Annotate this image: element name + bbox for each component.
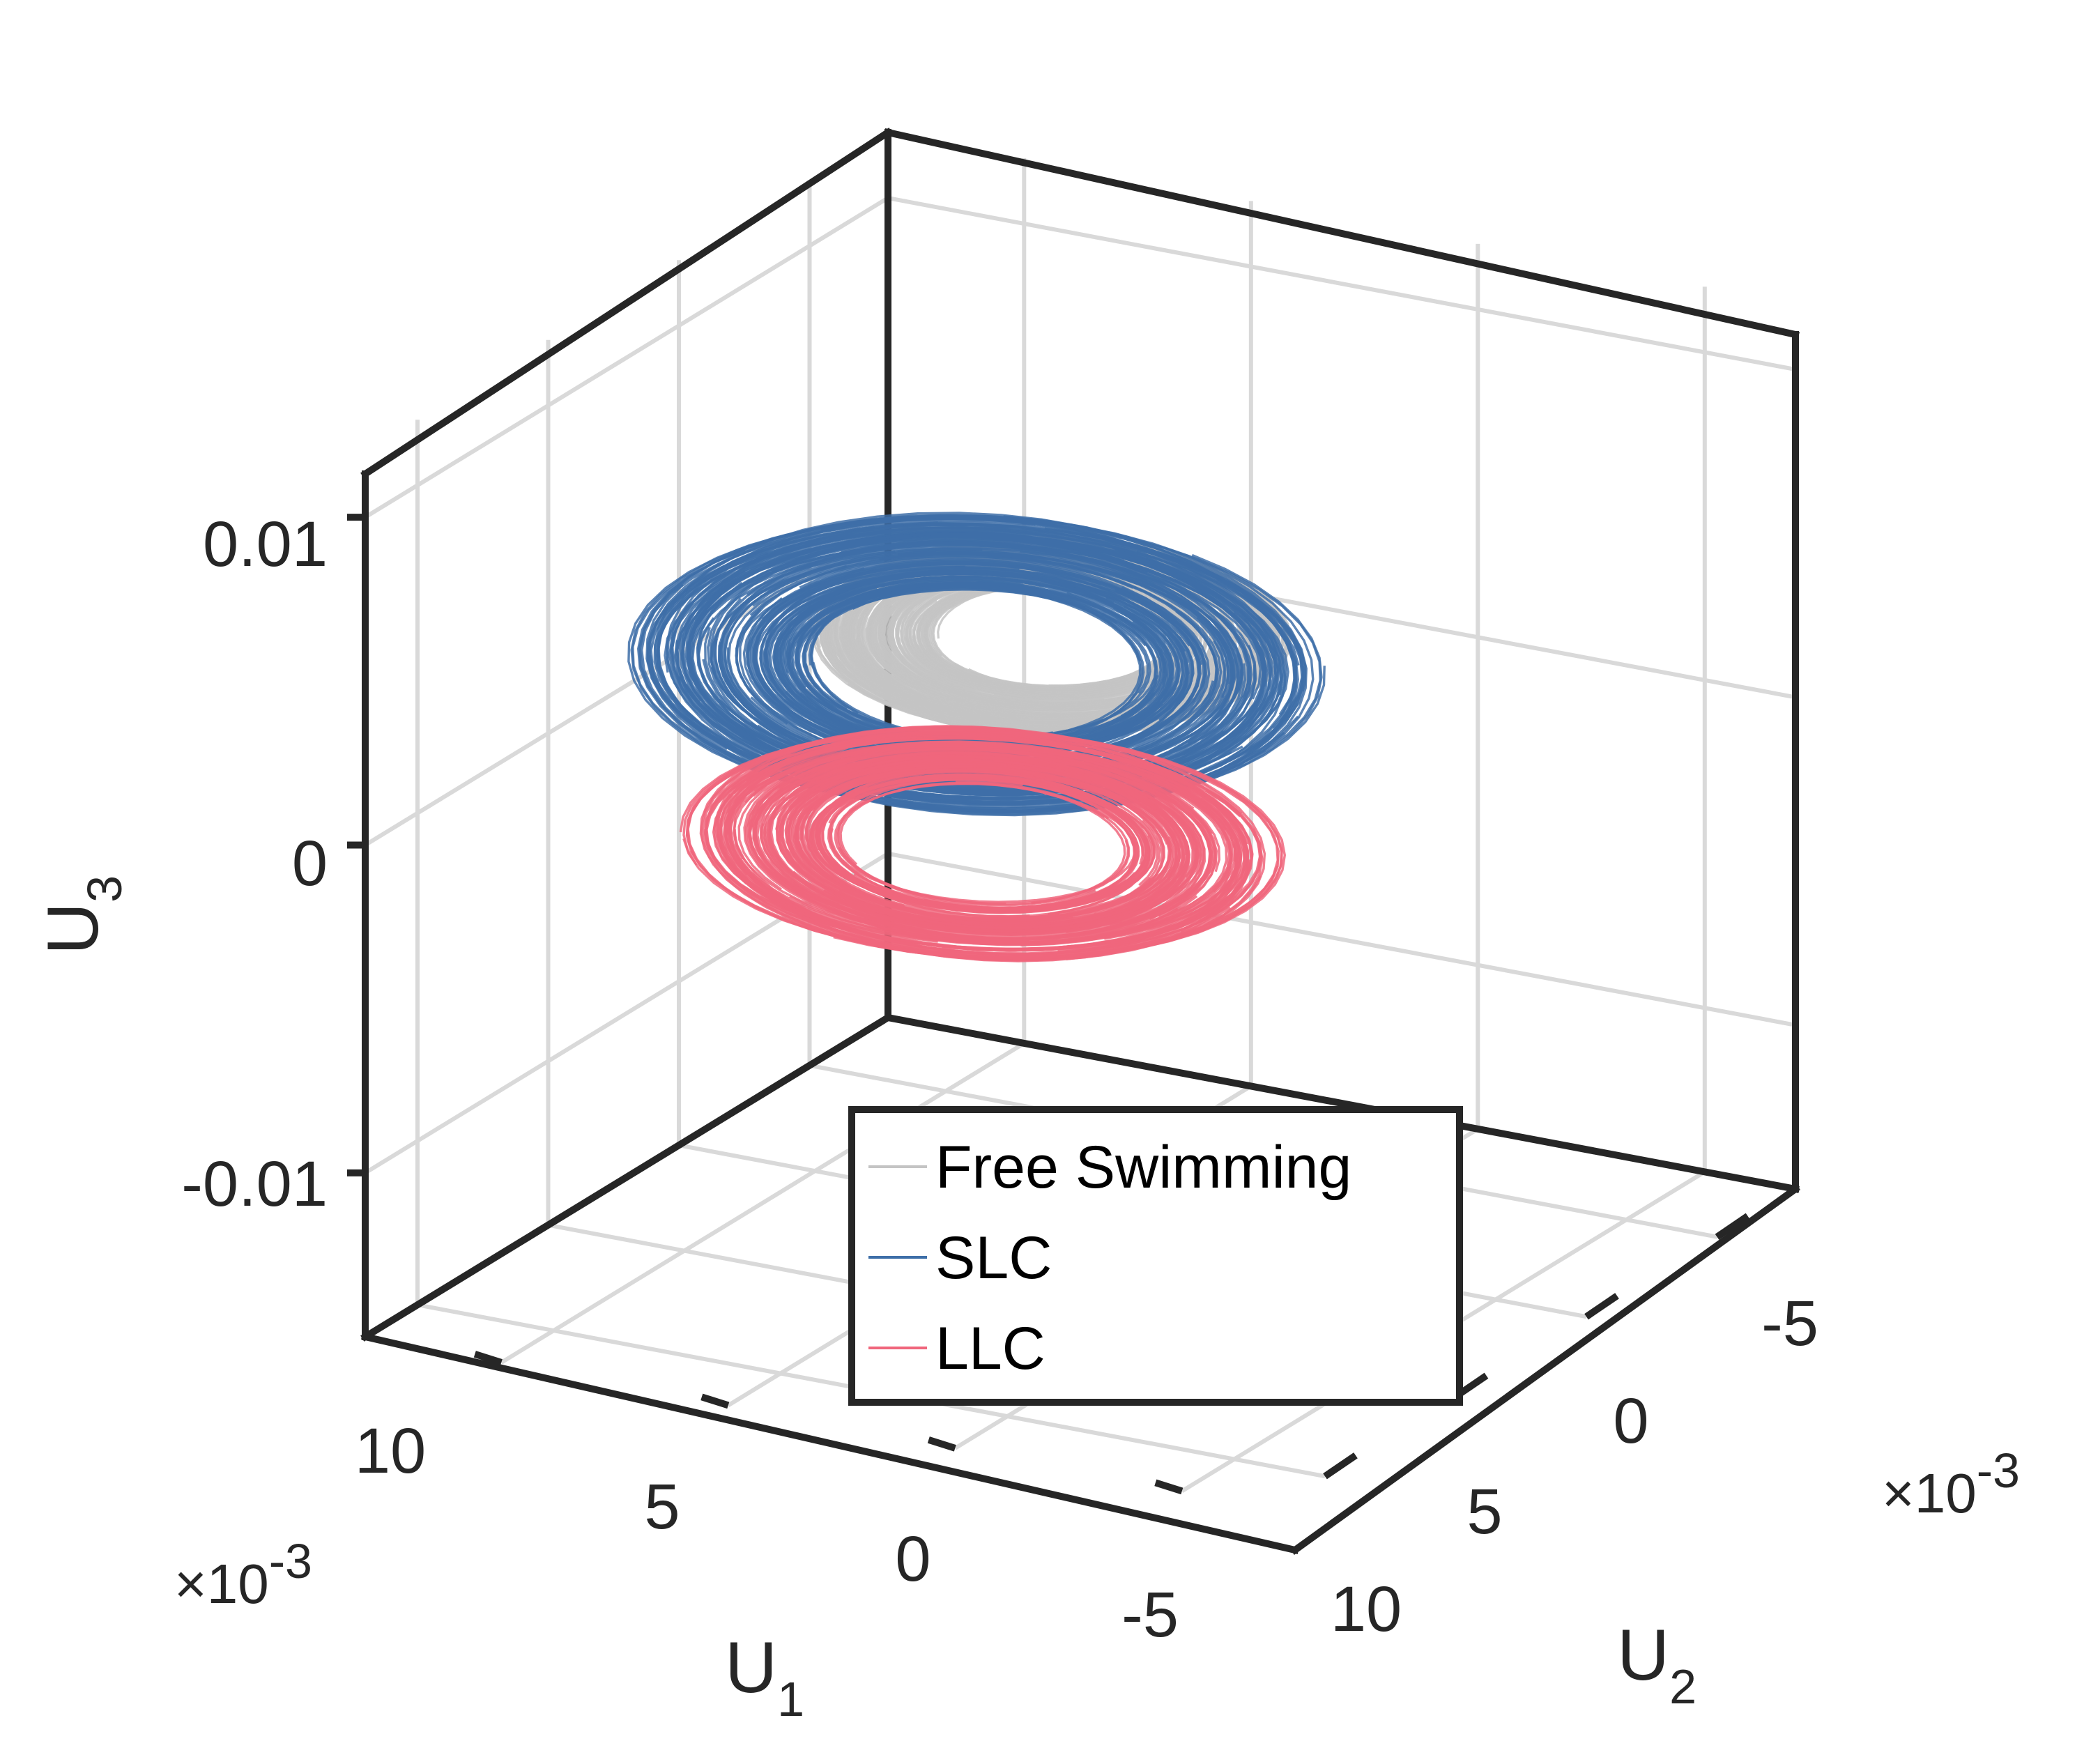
y-tick-label: -5 [1761,1288,1818,1359]
trajectory-line [726,740,1239,946]
trajectory-line [754,570,1190,748]
box-edge-floor-right [884,1013,1800,1193]
trajectory-line [719,740,1246,943]
legend-entry-llc: LLC [868,1315,1046,1382]
y-axis-label-text: U [1617,1615,1669,1696]
trajectory-line [792,765,1173,923]
x-axis-label-subscript: 1 [777,1672,804,1726]
trajectory-line [806,768,1158,919]
x-tick-label: 10 [355,1416,426,1487]
y-tick-label: 5 [1466,1476,1502,1547]
y-multiplier-base: ×10 [1882,1462,1977,1524]
svg-text:U1: U1 [725,1627,804,1726]
y-axis-tick [1154,1479,1184,1495]
svg-text:U3: U3 [33,875,132,955]
x-axis-tick [1715,1213,1750,1240]
axis-ticks [347,514,1750,1495]
grid-line-z [887,851,1796,1027]
grid-line-y [500,1041,1025,1365]
trajectory-line [788,582,1105,744]
x-axis-label-text: U [725,1627,777,1708]
svg-text:×10-3: ×10-3 [174,1534,312,1615]
legend-label-llc: LLC [935,1315,1046,1382]
y-multiplier-exponent: -3 [1977,1443,2020,1498]
trajectory-line [874,567,1229,709]
trajectory-line [714,725,1251,962]
trajectory-line [705,728,1231,960]
box-edge-floor-left [360,1013,893,1342]
trajectory-line [753,737,1253,950]
grid-line-z [364,196,889,519]
trajectory-line [901,582,1202,700]
trajectory-line [627,515,1326,813]
front-axes [361,1184,1800,1555]
trajectory-line [743,743,1195,944]
z-axis-label-subscript: 3 [77,875,132,903]
trajectory-line [785,758,1181,930]
trajectory-line [775,751,1190,936]
trajectory-line [809,776,1156,908]
legend-label-free-swimming: Free Swimming [935,1134,1351,1201]
x-axis-tick [1584,1293,1619,1320]
legend-label-slc: SLC [935,1225,1052,1291]
svg-text:U2: U2 [1617,1615,1696,1714]
trajectory-line [796,578,1157,728]
y-axis-line [1290,1184,1800,1555]
y-axis-tick [700,1393,730,1409]
trajectory-line [682,728,1283,959]
trajectory-line [779,761,1167,926]
y-tick-label: 0 [1613,1386,1648,1457]
y-axis-tick [473,1351,503,1366]
legend-entry-slc: SLC [868,1225,1052,1291]
legend: Free Swimming SLC LLC [848,1106,1463,1406]
z-axis-label: U3 [33,875,132,955]
trajectory-line [836,782,1130,905]
trajectory-line [718,552,1235,776]
x-tick-label: 0 [895,1524,930,1595]
grid-line-z [887,196,1796,372]
trajectory-line [727,779,1239,956]
z-tick-labels: 0.01 0 -0.01 [181,509,328,1220]
svg-text:×10-3: ×10-3 [1882,1443,2020,1524]
x-tick-label: 5 [644,1471,680,1542]
y-axis-tick [927,1436,956,1452]
y-axis-label: U2 [1617,1615,1696,1714]
trajectory-line [733,776,1232,942]
legend-entry-free-swimming: Free Swimming [868,1134,1351,1201]
x-tick-labels: 10 5 0 -5 [355,1416,1179,1650]
box-edge-top-right [884,128,1800,339]
x-multiplier: ×10-3 [174,1534,312,1615]
trajectory-line [681,532,1272,795]
trajectory-line [817,778,1147,910]
y-axis-label-subscript: 2 [1669,1659,1696,1714]
x-axis-label: U1 [725,1627,804,1726]
series-llc [679,725,1287,962]
trajectory-line [844,755,1189,933]
back-box-edges [360,128,1800,1342]
trajectories [627,512,1326,962]
x-multiplier-base: ×10 [174,1553,269,1615]
x-multiplier-exponent: -3 [269,1534,312,1588]
trajectory-line [815,770,1151,883]
z-tick-label: 0.01 [203,509,328,580]
y-tick-label: 10 [1331,1574,1402,1645]
y-multiplier: ×10-3 [1882,1443,2020,1524]
trajectory-line [829,792,1137,903]
x-tick-label: -5 [1121,1579,1179,1650]
legend-box [848,1106,1463,1406]
z-tick-label: -0.01 [181,1149,328,1220]
z-tick-label: 0 [292,828,328,899]
z-axis-label-text: U [33,903,114,955]
box-edge-top-left [360,128,893,479]
x-axis-tick [1323,1452,1358,1480]
y-tick-labels: -5 0 5 10 [1331,1288,1818,1645]
trajectory-line [716,728,1250,959]
trajectory-line [653,528,1300,799]
trajectory-line [763,748,1202,939]
trajectory-line [744,747,1221,926]
x-axis-line [361,1333,1299,1554]
trajectory-line [723,729,1243,958]
